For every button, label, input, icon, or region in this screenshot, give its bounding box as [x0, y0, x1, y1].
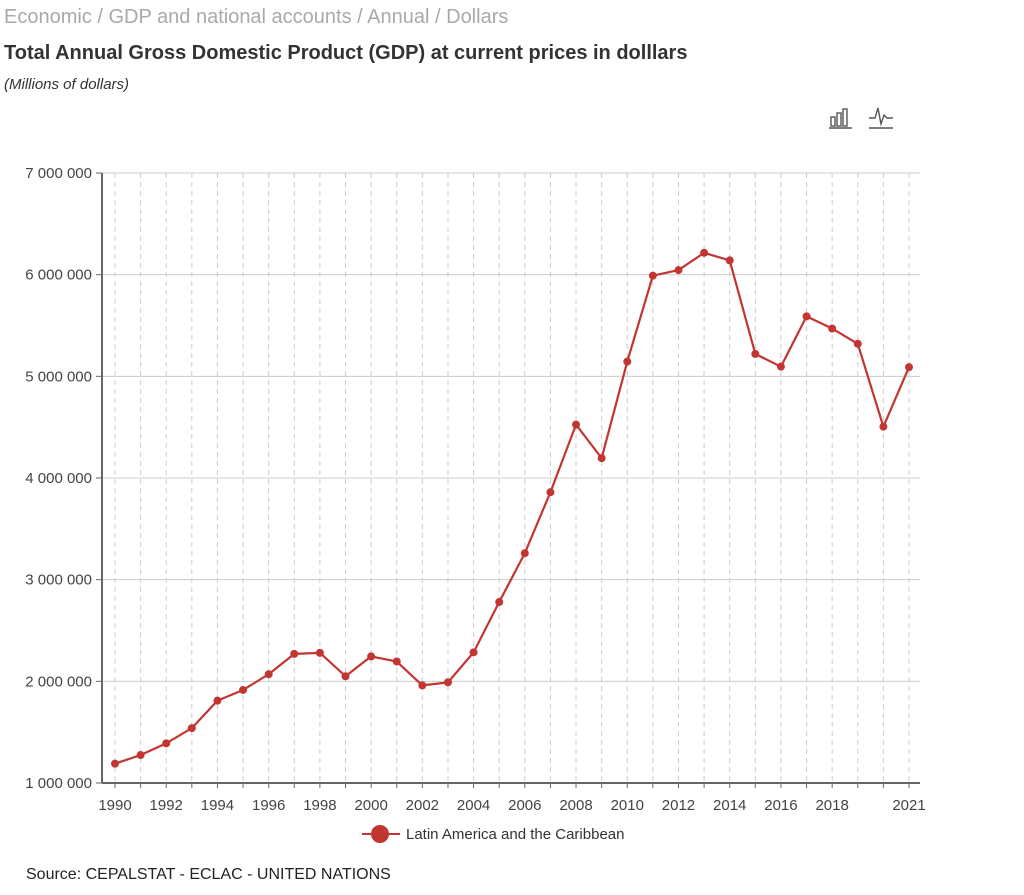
x-tick-label: 2000 — [354, 797, 387, 814]
data-point[interactable] — [905, 363, 913, 372]
data-point[interactable] — [341, 672, 350, 681]
data-point[interactable] — [264, 670, 273, 679]
legend-label: Latin America and the Caribbean — [406, 825, 625, 843]
data-point[interactable] — [469, 648, 478, 657]
data-point[interactable] — [674, 266, 683, 275]
y-tick-label: 1 000 000 — [25, 775, 92, 792]
x-tick-label: 2012 — [662, 797, 695, 814]
x-tick-label: 2006 — [508, 797, 541, 814]
data-point[interactable] — [572, 420, 581, 429]
bar-chart-icon — [829, 108, 852, 129]
x-tick-label: 2014 — [713, 797, 746, 814]
bar-chart-button[interactable] — [828, 104, 854, 130]
data-point[interactable] — [546, 488, 555, 497]
y-tick-label: 3 000 000 — [25, 572, 92, 589]
data-point[interactable] — [828, 324, 837, 333]
y-tick-label: 7 000 000 — [25, 165, 92, 182]
y-tick-label: 6 000 000 — [25, 267, 92, 284]
data-point[interactable] — [111, 759, 119, 768]
x-tick-label: 2004 — [457, 797, 490, 814]
data-point[interactable] — [597, 454, 606, 463]
y-tick-label: 2 000 000 — [25, 673, 92, 690]
data-point[interactable] — [187, 724, 196, 733]
source-note: Source: CEPALSTAT - ECLAC - UNITED NATIO… — [26, 866, 391, 883]
data-point[interactable] — [802, 312, 811, 321]
data-point[interactable] — [443, 678, 452, 687]
series-line — [114, 251, 911, 765]
breadcrumb: Economic / GDP and national accounts / A… — [4, 6, 509, 28]
data-point[interactable] — [162, 739, 171, 748]
page-title: Total Annual Gross Domestic Product (GDP… — [4, 42, 688, 64]
legend-marker — [362, 824, 400, 844]
x-tick-label: 1996 — [252, 797, 285, 814]
data-point[interactable] — [392, 657, 401, 666]
data-point[interactable] — [239, 685, 248, 694]
line-chart-icon — [869, 107, 893, 129]
data-point[interactable] — [879, 422, 888, 431]
chart-subtitle: (Millions of dollars) — [4, 76, 130, 93]
x-tick-label: 2002 — [406, 797, 439, 814]
data-point[interactable] — [315, 648, 324, 657]
x-tick-label: 2021 — [892, 797, 925, 814]
data-point[interactable] — [520, 549, 529, 558]
x-tick-label: 1994 — [201, 797, 234, 814]
data-point[interactable] — [495, 598, 504, 607]
x-tick-label: 1990 — [98, 797, 131, 814]
x-tick-label: 2008 — [559, 797, 592, 814]
y-tick-label: 5 000 000 — [25, 368, 92, 385]
x-tick-label: 2016 — [764, 797, 797, 814]
y-tick-label: 4 000 000 — [25, 470, 92, 487]
data-point[interactable] — [290, 649, 299, 658]
line-chart-button[interactable] — [868, 104, 894, 130]
x-tick-label: 2018 — [815, 797, 848, 814]
data-point[interactable] — [136, 751, 145, 760]
data-point[interactable] — [700, 248, 709, 257]
data-point[interactable] — [853, 339, 862, 348]
data-point[interactable] — [367, 652, 376, 661]
data-point[interactable] — [648, 271, 657, 280]
data-point[interactable] — [751, 349, 760, 358]
data-point[interactable] — [213, 696, 222, 705]
data-point[interactable] — [776, 362, 785, 371]
legend[interactable]: Latin America and the Caribbean — [362, 822, 624, 846]
data-point[interactable] — [418, 681, 427, 690]
data-point[interactable] — [623, 357, 632, 366]
x-tick-label: 2010 — [611, 797, 644, 814]
x-tick-label: 1998 — [303, 797, 336, 814]
x-tick-label: 1992 — [150, 797, 183, 814]
data-point[interactable] — [725, 256, 734, 265]
